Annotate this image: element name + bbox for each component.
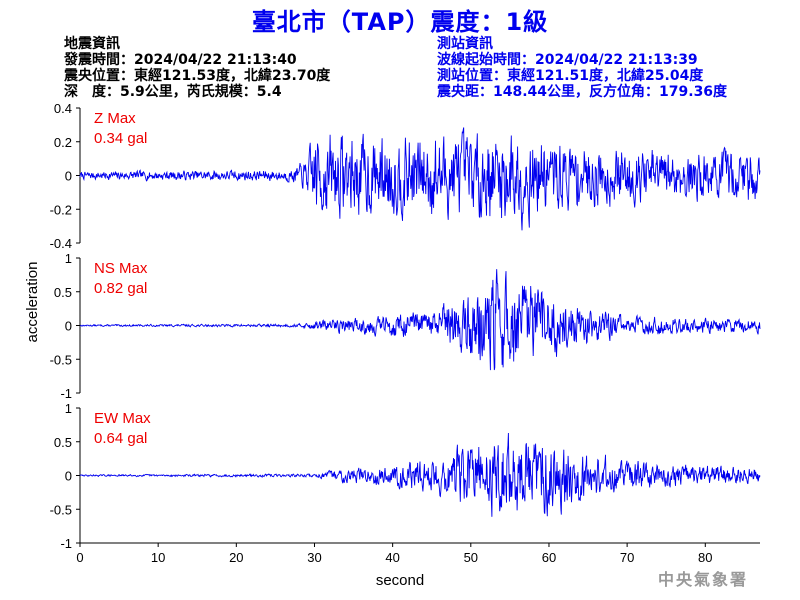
earthquake-info: 地震資訊 發震時間：2024/04/22 21:13:40 震央位置：東經121… [64, 36, 330, 100]
y-tick-label: -1 [60, 386, 72, 401]
x-tick-label: 50 [464, 550, 478, 565]
y-tick-label: -0.5 [50, 352, 72, 367]
max-value-ns: 0.82 gal [94, 280, 147, 297]
y-axis-title: acceleration [24, 262, 41, 343]
chart-title: 臺北市（TAP）震度：1級 [251, 8, 549, 36]
y-tick-label: 0.2 [54, 135, 72, 150]
epicenter-location: 震央位置：東經121.53度，北緯23.70度 [64, 68, 331, 84]
x-tick-label: 20 [229, 550, 243, 565]
component-label-ns: NS Max [94, 260, 148, 277]
y-tick-label: 1 [65, 401, 72, 416]
component-label-z: Z Max [94, 110, 136, 127]
y-tick-label: -0.5 [50, 502, 72, 517]
x-tick-label: 30 [307, 550, 321, 565]
y-tick-label: 0.5 [54, 435, 72, 450]
y-tick-label: -0.4 [50, 236, 72, 251]
trace-ns [79, 269, 761, 371]
station-info-heading: 測站資訊 [437, 36, 493, 52]
earthquake-info-heading: 地震資訊 [64, 36, 120, 52]
station-location: 測站位置：東經121.51度，北緯25.04度 [437, 68, 704, 84]
epicentral-distance: 震央距：148.44公里，反方位角：179.36度 [437, 84, 728, 100]
x-tick-label: 80 [698, 550, 712, 565]
y-tick-label: 0 [65, 469, 72, 484]
origin-time: 發震時間：2024/04/22 21:13:40 [64, 52, 297, 68]
x-tick-label: 60 [542, 550, 556, 565]
x-axis-title: second [376, 572, 424, 589]
y-tick-label: -0.2 [50, 202, 72, 217]
trace-ew [79, 432, 761, 517]
component-label-ew: EW Max [94, 410, 151, 427]
y-tick-label: -1 [60, 536, 72, 551]
y-tick-label: 0.4 [54, 101, 72, 116]
y-tick-label: 0.5 [54, 285, 72, 300]
x-tick-label: 70 [620, 550, 634, 565]
y-tick-label: 0 [65, 169, 72, 184]
waveform-start-time: 波線起始時間：2024/04/22 21:13:39 [437, 52, 698, 68]
station-info: 測站資訊 波線起始時間：2024/04/22 21:13:39 測站位置：東經1… [437, 36, 727, 100]
y-tick-label: 0 [65, 319, 72, 334]
trace-z [79, 127, 761, 231]
agency-watermark: 中央氣象署 [657, 570, 748, 589]
max-value-ew: 0.64 gal [94, 430, 147, 447]
depth-magnitude: 深 度：5.9公里，芮氏規模：5.4 [64, 84, 282, 100]
max-value-z: 0.34 gal [94, 130, 147, 147]
y-tick-label: 1 [65, 251, 72, 266]
x-tick-label: 40 [385, 550, 399, 565]
x-tick-label: 10 [151, 550, 165, 565]
x-tick-label: 0 [76, 550, 83, 565]
